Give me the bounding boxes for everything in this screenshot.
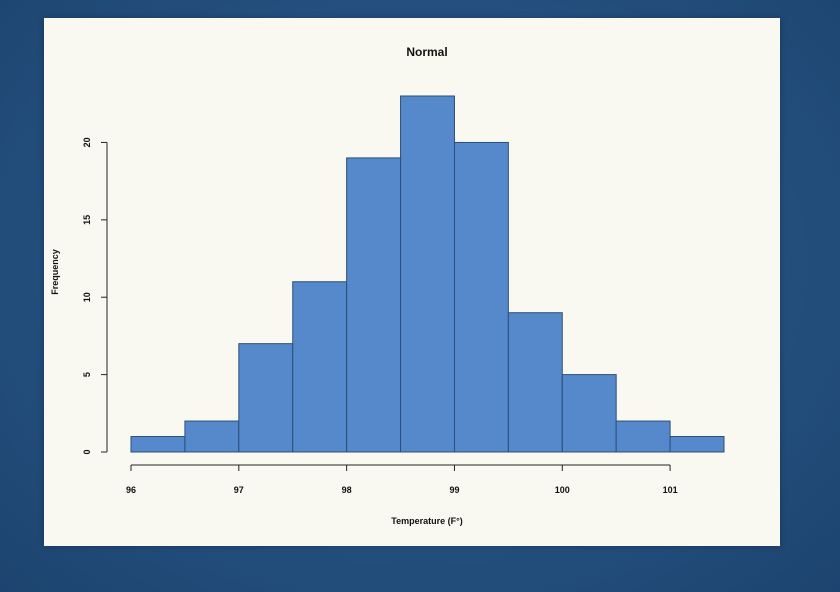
histogram-bar-11 [669,436,725,453]
x-axis: 96 97 98 99 100 101 [126,464,678,495]
y-axis: 0 5 10 15 20 [82,137,108,455]
x-tick-label: 101 [663,485,678,495]
histogram-bar-4 [292,281,348,453]
y-tick-label: 15 [82,215,92,225]
x-tick-label: 97 [234,485,244,495]
x-tick-label: 96 [126,485,136,495]
histogram-bar-3 [238,343,294,453]
y-tick-label: 20 [82,137,92,147]
x-tick-label: 98 [342,485,352,495]
y-axis-label: Frequency [50,249,60,295]
x-axis-label: Temperature (F°) [391,516,462,526]
histogram-bar-5 [346,157,402,453]
histogram-bar-1 [130,436,186,453]
histogram-bar-9 [561,374,617,453]
histogram-bar-8 [507,312,563,453]
bars-group [130,95,725,453]
histogram-bar-6 [400,95,455,453]
y-tick-label: 5 [82,372,92,377]
x-tick-label: 99 [449,485,459,495]
histogram-bar-2 [184,420,240,453]
histogram-bar-7 [453,141,509,453]
histogram-bar-10 [615,420,671,453]
chart-title: Normal [406,45,447,59]
y-tick-label: 0 [82,449,92,454]
x-tick-label: 100 [555,485,570,495]
y-tick-label: 10 [82,292,92,302]
